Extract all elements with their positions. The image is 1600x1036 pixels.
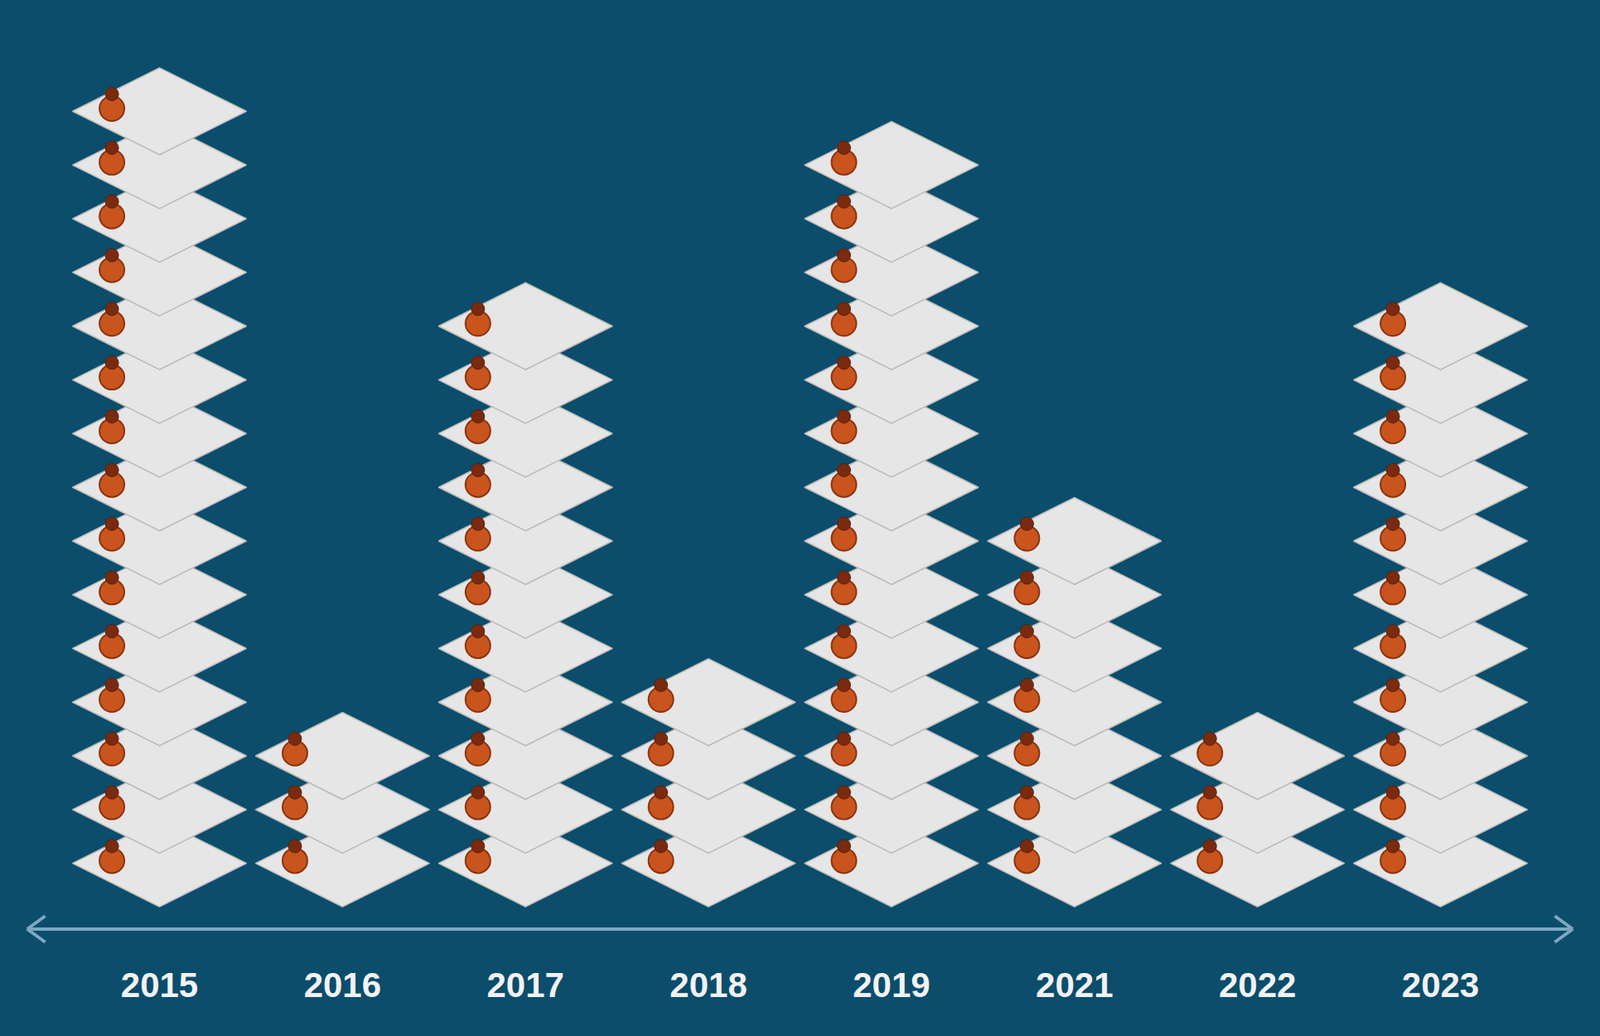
svg-text:2017: 2017 <box>487 965 565 1005</box>
svg-text:2019: 2019 <box>852 965 930 1005</box>
svg-text:2021: 2021 <box>1035 965 1113 1005</box>
svg-text:2016: 2016 <box>304 965 382 1005</box>
svg-text:2018: 2018 <box>669 965 747 1005</box>
svg-text:2015: 2015 <box>120 965 199 1005</box>
svg-text:2022: 2022 <box>1218 965 1296 1005</box>
svg-text:2023: 2023 <box>1401 965 1480 1005</box>
